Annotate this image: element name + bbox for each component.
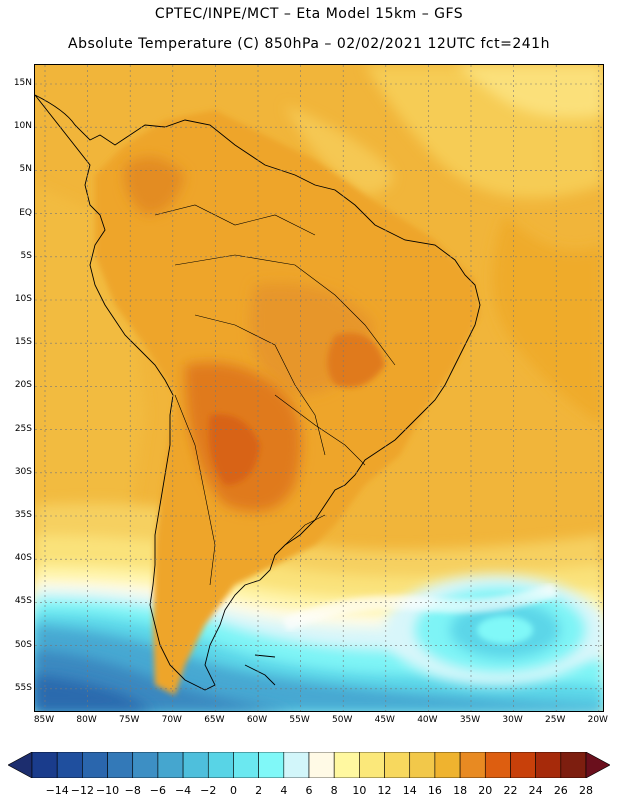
colorbar-tick-label: −6	[149, 784, 167, 797]
colorbar-swatch	[560, 752, 587, 778]
colorbar-tick-label: 24	[528, 784, 543, 797]
lat-label: 10S	[14, 294, 32, 304]
atlantic-light-band	[455, 65, 603, 118]
lat-label: 10N	[13, 121, 32, 132]
lon-label: 20W	[587, 715, 608, 725]
colorbar-swatch	[31, 752, 58, 778]
colorbar-swatch	[308, 752, 335, 778]
map-title-line2: Absolute Temperature (C) 850hPa – 02/02/…	[68, 36, 550, 52]
colorbar-swatch	[258, 752, 285, 778]
colorbar-tick-label: −8	[124, 784, 141, 797]
lon-label: 30W	[502, 715, 523, 725]
colorbar-tick-label: −2	[200, 784, 217, 797]
colorbar-tick-label: 28	[579, 784, 593, 797]
colorbar-tick-label: 26	[553, 784, 568, 797]
lat-label: EQ	[19, 207, 32, 218]
colorbar-tick-label: 0	[229, 784, 237, 797]
lat-label: 15S	[14, 337, 32, 348]
colorbar-swatch	[107, 752, 134, 778]
colorbar-tick-label: −14	[45, 784, 69, 797]
colorbar-swatch	[182, 752, 209, 778]
colorbar-swatch	[132, 752, 159, 778]
swirl-arm	[282, 583, 558, 632]
lon-label: 25W	[545, 715, 566, 725]
colorbar-swatch	[233, 752, 259, 778]
lat-label: 15N	[13, 78, 32, 88]
colorbar-tick-label: 18	[453, 784, 468, 797]
colorbar-swatch	[333, 752, 360, 778]
lat-label: 20S	[14, 380, 32, 391]
colorbar-swatch	[56, 752, 83, 778]
colorbar-tick-label: 12	[377, 784, 392, 797]
colorbar-tick-label: 20	[478, 784, 493, 797]
lon-label: 50W	[332, 715, 353, 725]
colorbar-swatch	[283, 752, 310, 778]
colorbar-swatch	[535, 752, 562, 778]
lat-label: 5N	[19, 164, 32, 175]
lat-label: 40S	[14, 553, 32, 564]
temperature-map	[34, 64, 604, 712]
colorbar-high-arrow	[585, 752, 610, 778]
lon-label: 55W	[289, 715, 310, 725]
lon-label: 70W	[161, 715, 182, 725]
hot-core-brazil	[327, 333, 385, 388]
colorbar-swatch	[434, 752, 461, 778]
temperature-colorbar	[8, 752, 610, 778]
colorbar-swatch	[157, 752, 184, 778]
colorbar-swatch	[484, 752, 511, 778]
colorbar-tick-label: 6	[305, 784, 313, 797]
colorbar-tick-label: 22	[503, 784, 518, 797]
lon-label: 60W	[246, 715, 268, 725]
hot-core-center	[209, 414, 260, 485]
lat-label: 5S	[20, 250, 32, 261]
lon-label: 40W	[417, 715, 438, 725]
lon-label: 45W	[374, 715, 395, 725]
colorbar-tick-label: 10	[352, 784, 367, 797]
lon-label: 80W	[76, 715, 97, 725]
map-title-line1: CPTEC/INPE/MCT – Eta Model 15km – GFS	[154, 6, 464, 22]
colorbar-swatch	[384, 752, 411, 778]
colorbar-swatch	[510, 752, 536, 778]
lat-label: 55S	[14, 682, 32, 693]
colorbar-swatch	[459, 752, 486, 778]
lat-label: 45S	[14, 596, 32, 607]
colorbar-tick-label: −4	[174, 784, 192, 797]
lat-label: 35S	[14, 510, 32, 520]
lat-label: 30S	[14, 466, 32, 477]
lon-label: 85W	[33, 715, 55, 725]
south-band-minus8	[35, 675, 155, 711]
map-canvas	[35, 65, 603, 711]
colorbar-tick-label: −12	[70, 784, 94, 797]
lon-label: 75W	[119, 715, 140, 725]
colorbar-swatch	[82, 752, 108, 778]
colorbar-tick-label: 2	[255, 784, 263, 797]
colorbar-swatch	[409, 752, 436, 778]
colorbar-swatch	[207, 752, 234, 778]
colorbar-swatch	[359, 752, 385, 778]
lon-label: 65W	[204, 715, 225, 725]
colorbar-tick-label: −10	[95, 784, 120, 797]
colorbar-low-arrow	[8, 752, 33, 778]
swirl-core	[477, 616, 533, 644]
colorbar-tick-label: 8	[330, 784, 338, 797]
colorbar-tick-label: 14	[402, 784, 417, 797]
colorbar-tick-label: 4	[280, 784, 288, 797]
lat-label: 25S	[14, 423, 32, 434]
lon-label: 35W	[459, 715, 481, 725]
atlantic-strip	[492, 215, 603, 425]
lat-label: 50S	[14, 639, 32, 650]
hot-core-north	[124, 157, 185, 215]
colorbar-tick-label: 16	[427, 784, 442, 797]
